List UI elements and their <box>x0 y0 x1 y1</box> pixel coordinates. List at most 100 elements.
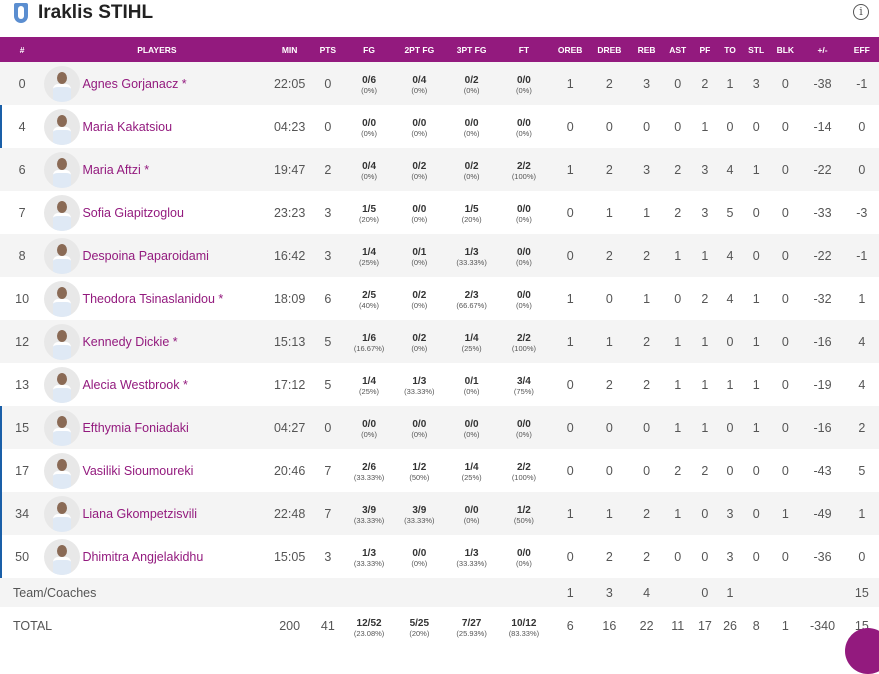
num-cell: 6 <box>18 162 26 177</box>
player-name-link[interactable]: Theodora Tsinaslanidou * <box>82 291 224 306</box>
player-row[interactable]: 12 Kennedy Dickie * 15:13 5 1/6 (16.67%) 0/2… <box>0 320 879 363</box>
ast-cell: 2 <box>674 162 682 177</box>
player-row[interactable]: 50 Dhimitra Angjelakidhu 15:05 3 1/3 (33.33… <box>0 535 879 578</box>
pts-cell: 41 <box>320 619 335 633</box>
column-header[interactable]: AST <box>669 44 687 55</box>
min-cell: 23:23 <box>273 205 306 220</box>
column-header[interactable]: STL <box>748 44 765 55</box>
player-row[interactable]: 13 Alecia Westbrook * 17:12 5 1/4 (25%) 1/3(… <box>0 363 879 406</box>
player-name-link[interactable]: Efthymia Foniadaki <box>82 420 189 435</box>
dreb-cell: 0 <box>605 463 613 478</box>
to-cell: 26 <box>723 619 737 633</box>
player-name-link[interactable]: Sofia Giapitzoglou <box>82 205 184 220</box>
player-name-link[interactable]: Liana Gkompetzisvili <box>82 506 198 521</box>
min-cell: 15:05 <box>273 549 306 564</box>
column-header[interactable]: 2PT FG <box>404 44 435 55</box>
pm-cell: -340 <box>810 619 836 633</box>
pts-cell: 3 <box>324 205 332 220</box>
dreb-cell: 2 <box>605 162 613 177</box>
player-row[interactable]: 6 Maria Aftzi * 19:47 2 0/4 (0%) 0/2 (0%) 0/2(… <box>0 148 879 191</box>
column-header[interactable]: FT <box>518 44 530 55</box>
ast-cell: 0 <box>674 119 682 134</box>
ft-cell: 1/2 (50%) <box>513 505 534 526</box>
stl-cell: 1 <box>752 291 760 306</box>
column-header[interactable]: BLK <box>776 44 795 55</box>
player-name-link[interactable]: Agnes Gorjanacz * <box>82 76 187 91</box>
column-header[interactable]: REB <box>637 44 656 55</box>
player-row[interactable]: 34 Liana Gkompetzisvili 22:48 7 3/9 (33.33%… <box>0 492 879 535</box>
pm-cell: -33 <box>813 205 832 220</box>
pts-cell: 3 <box>324 549 332 564</box>
ast-cell: 2 <box>674 205 682 220</box>
column-header[interactable]: DREB <box>597 44 622 55</box>
player-name-link[interactable]: Vasiliki Sioumoureki <box>82 463 194 478</box>
min-cell: 19:47 <box>273 162 306 177</box>
stl-cell: 0 <box>752 248 760 263</box>
blk-cell: 0 <box>781 334 789 349</box>
reb-cell: 2 <box>643 248 651 263</box>
column-header[interactable]: 3PT FG <box>456 44 487 55</box>
eff-cell: 5 <box>858 463 866 478</box>
reb-cell: 0 <box>643 420 651 435</box>
player-row[interactable]: 8 Despoina Paparoidami 16:42 3 1/4 (25%) 0/1… <box>0 234 879 277</box>
ft-cell: 0/0 (0%) <box>515 290 532 311</box>
reb-cell: 3 <box>643 162 651 177</box>
player-name-link[interactable]: Despoina Paparoidami <box>82 248 209 263</box>
column-header[interactable]: PLAYERS <box>137 44 177 55</box>
player-row[interactable]: 4 Maria Kakatsiou 04:23 0 0/0 (0%) 0/0 (0%) 0/… <box>0 105 879 148</box>
stl-cell: 0 <box>752 205 760 220</box>
reb-cell: 2 <box>643 377 651 392</box>
player-avatar <box>44 108 81 145</box>
info-icon[interactable]: i <box>853 4 869 20</box>
pf-cell: 0 <box>701 585 709 600</box>
column-header[interactable]: EFF <box>853 44 870 55</box>
ast-cell: 1 <box>674 248 682 263</box>
pf-cell: 2 <box>701 76 709 91</box>
p2-cell: 0/0 (0%) <box>411 548 428 569</box>
column-header[interactable]: PTS <box>319 44 337 55</box>
p3-cell: 0/1 (0%) <box>463 376 480 397</box>
column-header[interactable]: # <box>19 44 25 55</box>
player-row[interactable]: 10 Theodora Tsinaslanidou * 18:09 6 2/5 (40… <box>0 277 879 320</box>
p3-cell: 1/3 (33.33%) <box>456 548 487 569</box>
column-header[interactable]: +/- <box>817 44 828 55</box>
column-header[interactable]: PF <box>699 44 711 55</box>
oreb-cell: 1 <box>566 291 574 306</box>
fg-cell: 1/5 (20%) <box>359 204 380 225</box>
player-name-link[interactable]: Maria Kakatsiou <box>82 119 173 134</box>
p3-cell: 7/27 (25.93%) <box>456 617 487 638</box>
player-name-link[interactable]: Alecia Westbrook * <box>82 377 188 392</box>
player-name-link[interactable]: Dhimitra Angjelakidhu <box>82 549 204 564</box>
oreb-cell: 1 <box>566 162 574 177</box>
column-header[interactable]: MIN <box>281 44 298 55</box>
player-row[interactable]: 7 Sofia Giapitzoglou 23:23 3 1/5 (20%) 0/0 (0… <box>0 191 879 234</box>
column-header[interactable]: FG <box>363 44 375 55</box>
pf-cell: 0 <box>701 506 709 521</box>
total-row: TOTAL 200 41 12/52 (23.08%) 5/25 (20%) 7/27 (25.… <box>0 607 879 645</box>
oreb-cell: 1 <box>566 585 574 600</box>
oreb-cell: 0 <box>566 377 574 392</box>
dreb-cell: 0 <box>605 420 613 435</box>
pts-cell: 7 <box>324 506 332 521</box>
to-cell: 5 <box>726 205 734 220</box>
player-photo-cell <box>44 449 81 492</box>
pts-cell: 7 <box>324 463 332 478</box>
reb-cell: 0 <box>643 119 651 134</box>
player-row[interactable]: 15 Efthymia Foniadaki 04:27 0 0/0 (0%) 0/0 (0… <box>0 406 879 449</box>
player-row[interactable]: 17 Vasiliki Sioumoureki 20:46 7 2/6 (33.33%… <box>0 449 879 492</box>
player-row[interactable]: 0 Agnes Gorjanacz * 22:05 0 0/6 (0%) 0/4 (0%)… <box>0 62 879 105</box>
fg-cell: 1/4 (25%) <box>359 376 380 397</box>
to-cell: 4 <box>726 248 734 263</box>
stl-cell: 0 <box>752 463 760 478</box>
player-name-link[interactable]: Kennedy Dickie * <box>82 334 178 349</box>
ft-cell: 10/12 (83.33%) <box>508 617 540 638</box>
p2-cell: 0/2 (0%) <box>411 161 428 182</box>
column-header[interactable]: OREB <box>557 44 583 55</box>
pts-cell: 2 <box>324 162 332 177</box>
player-name-link[interactable]: Maria Aftzi * <box>82 162 150 177</box>
column-header[interactable]: TO <box>724 44 736 55</box>
pts-cell: 6 <box>324 291 332 306</box>
floating-action-button[interactable] <box>845 628 879 674</box>
min-cell: 200 <box>279 619 301 633</box>
team-coaches-row: Team/Coaches 1 3 4 0 1 15 <box>0 578 879 607</box>
